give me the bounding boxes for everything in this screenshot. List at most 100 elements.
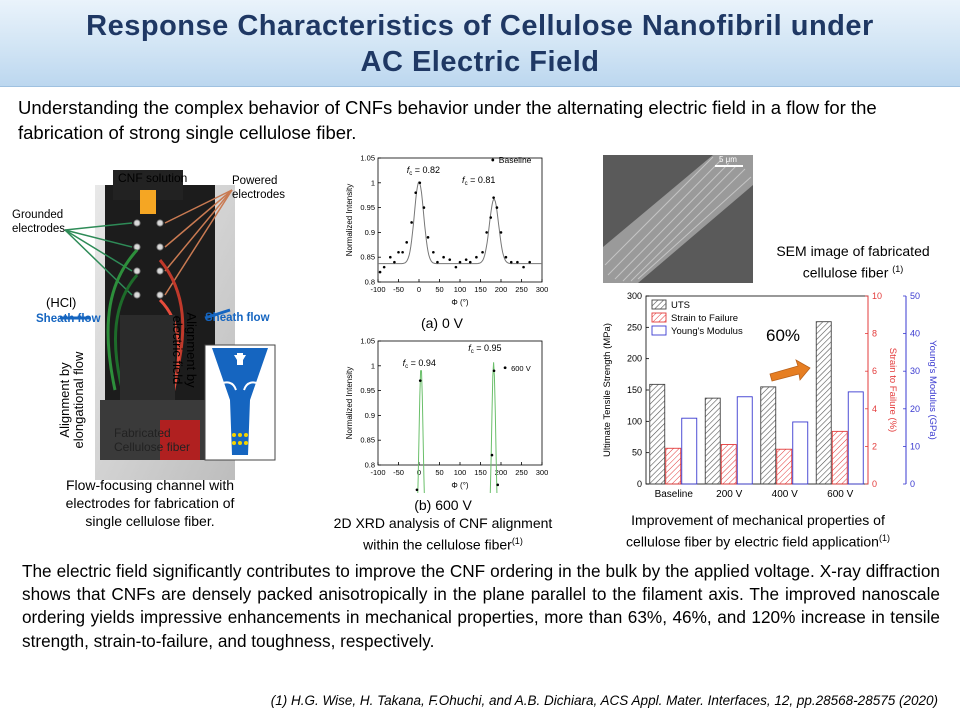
data-point (516, 261, 519, 264)
data-point (393, 261, 396, 264)
data-point (401, 251, 404, 254)
x-tick-label: 150 (474, 468, 487, 477)
sheath-flow-label-right: Sheath flow (205, 312, 270, 324)
x-axis-label: Φ (°) (451, 481, 468, 490)
x-tick-label: 150 (474, 285, 487, 294)
hcl-label: (HCl) (46, 295, 76, 310)
body-paragraph: The electric field significantly contrib… (22, 560, 940, 653)
data-point (496, 484, 499, 487)
category-label: Baseline (655, 489, 694, 500)
y-tick-label: 0.8 (365, 278, 375, 287)
alignment-field-label: Alignment by electric field (170, 290, 198, 410)
x-axis-label: Φ (°) (451, 298, 468, 307)
data-point (389, 256, 392, 259)
data-point (397, 251, 400, 254)
data-point (416, 489, 419, 492)
x-tick-label: 300 (536, 468, 549, 477)
left-axis-label: Ultimate Tensile Strength (MPa) (602, 323, 613, 457)
bar-uts (761, 387, 776, 484)
xrd-caption: (b) 600 V 2D XRD analysis of CNF alignme… (318, 496, 568, 554)
left-tick-label: 50 (632, 448, 642, 458)
bar-young-s-modulus (737, 397, 752, 484)
data-point (500, 231, 503, 234)
data-point (481, 251, 484, 254)
category-label: 200 V (716, 489, 742, 500)
right1-tick-label: 8 (872, 329, 877, 339)
y-tick-label: 0.95 (360, 203, 375, 212)
device-caption: Flow-focusing channel with electrodes for… (20, 476, 280, 530)
right2-axis-label: Young's Modulus (GPa) (927, 340, 938, 440)
title-line-1: Response Characteristics of Cellulose Na… (30, 8, 930, 44)
y-tick-label: 0.85 (360, 253, 375, 262)
data-point (427, 236, 430, 239)
legend-marker (491, 159, 494, 162)
data-point (432, 251, 435, 254)
y-tick-label: 0.85 (360, 436, 375, 445)
right1-tick-label: 4 (872, 404, 877, 414)
bar-young-s-modulus (793, 422, 808, 484)
left-tick-label: 150 (627, 385, 642, 395)
right2-tick-label: 50 (910, 291, 920, 301)
slide-title: Response Characteristics of Cellulose Na… (30, 8, 930, 80)
x-tick-label: -50 (393, 468, 404, 477)
data-point (510, 261, 513, 264)
alignment-flow-label: Alignment by elongational flow (58, 330, 86, 470)
increase-annotation: 60% (766, 326, 800, 345)
category-label: 600 V (827, 489, 853, 500)
x-tick-label: 250 (515, 285, 528, 294)
left-tick-label: 250 (627, 322, 642, 332)
x-tick-label: 0 (417, 285, 421, 294)
grounded-electrodes-label: Grounded electrodes (12, 208, 65, 236)
xrd-plot-600v: -100 -50 0 50 100 150 200 250 300 1.05 1 0.95 0.9 0.8… (340, 333, 555, 493)
data-point (448, 258, 451, 261)
legend-label: Baseline (499, 155, 532, 165)
x-tick-label: 200 (495, 285, 508, 294)
right2-tick-label: 0 (910, 479, 915, 489)
x-tick-label: 50 (435, 285, 443, 294)
x-tick-label: 100 (454, 468, 467, 477)
right1-tick-label: 0 (872, 479, 877, 489)
data-point (505, 256, 508, 259)
left-tick-label: 300 (627, 291, 642, 301)
y-tick-label: 1.05 (360, 154, 375, 163)
device-figure: CNF solution Powered electrodes Grounded e… (0, 150, 300, 480)
sem-caption: SEM image of fabricated cellulose fiber … (758, 242, 948, 282)
reference: (1) H.G. Wise, H. Takana, F.Ohuchi, and … (271, 693, 938, 708)
x-tick-label: 250 (515, 468, 528, 477)
sem-scale-bar: 5 μm (719, 155, 737, 164)
data-point (465, 258, 468, 261)
fabricated-fiber-label: Fabricated Cellulose fiber (114, 426, 190, 454)
data-point (383, 266, 386, 269)
legend-marker (504, 366, 507, 369)
bar-strain-to-failure (832, 431, 847, 484)
legend-swatch (652, 326, 666, 335)
data-point (496, 206, 499, 209)
bar-uts (816, 322, 831, 484)
x-tick-label: 300 (536, 285, 549, 294)
data-point (414, 191, 417, 194)
data-point (491, 454, 494, 457)
data-point (528, 261, 531, 264)
y-tick-label: 0.9 (365, 411, 375, 420)
legend-swatch (652, 300, 666, 309)
y-tick-label: 0.95 (360, 386, 375, 395)
data-point (436, 261, 439, 264)
data-point (475, 256, 478, 259)
legend-label: Strain to Failure (671, 313, 738, 324)
data-point (522, 266, 525, 269)
mechanical-chart: 0 50 100 150 200 250 300 Ultimate Tensile Stren… (598, 286, 938, 506)
right1-tick-label: 6 (872, 366, 877, 376)
data-point (423, 206, 426, 209)
data-point (469, 261, 472, 264)
y-axis-label: Normalized Intensity (345, 367, 354, 439)
y-tick-label: 0.9 (365, 228, 375, 237)
fc-label-right: fc = 0.95 (468, 343, 501, 355)
x-tick-label: 50 (435, 468, 443, 477)
data-point (459, 261, 462, 264)
cnf-solution-label: CNF solution (118, 171, 187, 185)
bar-strain-to-failure (666, 448, 681, 484)
y-tick-label: 1 (371, 361, 375, 370)
right1-tick-label: 2 (872, 441, 877, 451)
data-point (419, 379, 422, 382)
right2-tick-label: 30 (910, 366, 920, 376)
